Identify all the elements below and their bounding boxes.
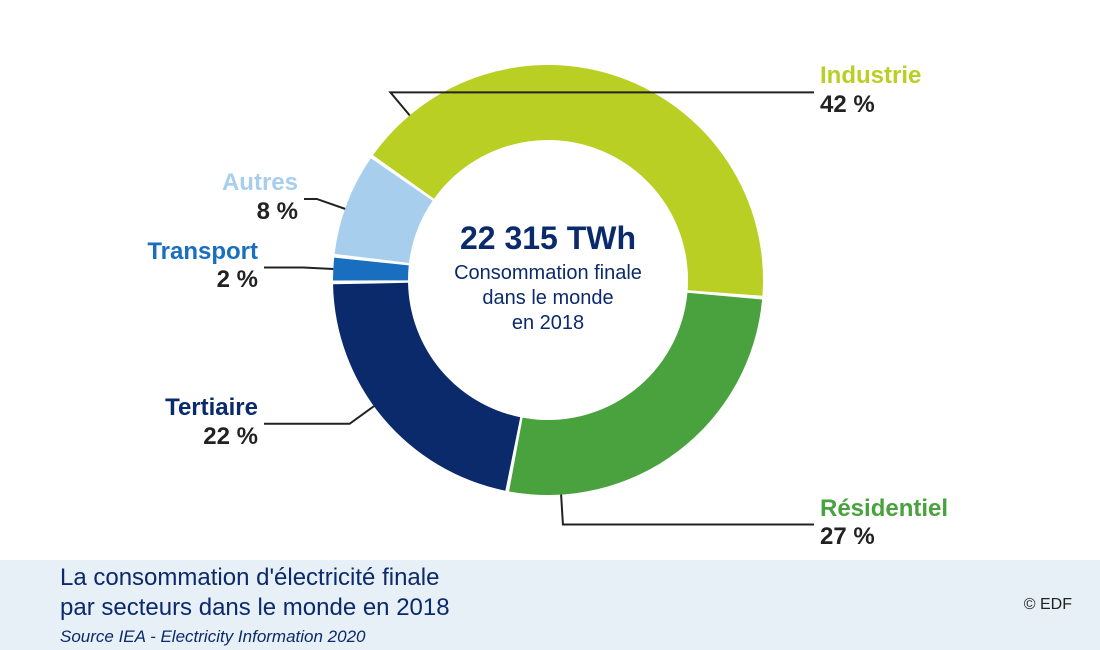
label-name-residentiel: Résidentiel xyxy=(820,495,948,524)
label-industrie: Industrie42 % xyxy=(820,62,921,120)
footer: La consommation d'électricité finale par… xyxy=(0,560,1100,650)
label-pct-tertiaire: 22 % xyxy=(165,423,258,452)
leader-tertiaire xyxy=(264,406,374,424)
label-pct-autres: 8 % xyxy=(222,198,298,227)
stage: 22 315 TWh Consommation finale dans le m… xyxy=(0,0,1100,650)
label-residentiel: Résidentiel27 % xyxy=(820,495,948,553)
center-value: 22 315 TWh xyxy=(408,220,688,257)
label-pct-residentiel: 27 % xyxy=(820,523,948,552)
leader-residentiel xyxy=(561,495,814,525)
label-name-industrie: Industrie xyxy=(820,62,921,91)
leader-autres xyxy=(304,199,345,209)
label-name-autres: Autres xyxy=(222,169,298,198)
label-pct-industrie: 42 % xyxy=(820,91,921,120)
leader-transport xyxy=(264,268,333,270)
footer-source: Source IEA - Electricity Information 202… xyxy=(60,627,1024,647)
donut-chart: 22 315 TWh Consommation finale dans le m… xyxy=(0,0,1100,560)
label-pct-transport: 2 % xyxy=(147,266,258,295)
copyright: © EDF xyxy=(1024,596,1072,614)
label-tertiaire: Tertiaire22 % xyxy=(165,394,258,452)
label-transport: Transport2 % xyxy=(147,238,258,296)
label-autres: Autres8 % xyxy=(222,169,298,227)
label-name-tertiaire: Tertiaire xyxy=(165,394,258,423)
footer-main: La consommation d'électricité finale par… xyxy=(60,563,1024,647)
label-name-transport: Transport xyxy=(147,238,258,267)
footer-title: La consommation d'électricité finale par… xyxy=(60,563,1024,623)
chart-center-text: 22 315 TWh Consommation finale dans le m… xyxy=(408,220,688,336)
center-subtitle: Consommation finale dans le monde en 201… xyxy=(408,261,688,336)
